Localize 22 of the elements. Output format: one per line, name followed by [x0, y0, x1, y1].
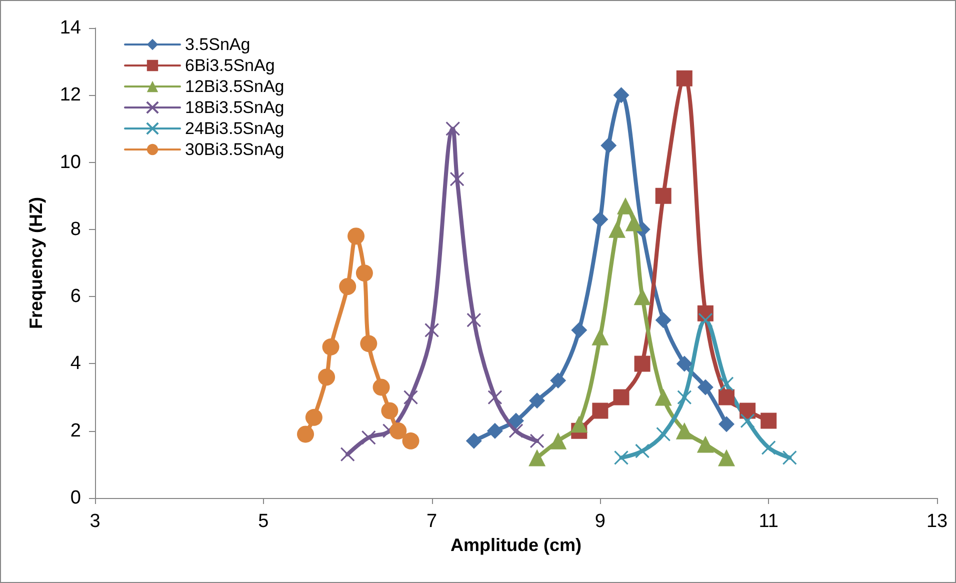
y-tick-label: 14: [60, 18, 82, 38]
y-tick-label: 8: [70, 218, 81, 240]
legend-label: 6Bi3.5SnAg: [185, 56, 275, 75]
y-tick-label: 2: [70, 420, 81, 442]
legend-label: 24Bi3.5SnAg: [185, 119, 284, 138]
y-tick-label: 10: [60, 152, 81, 173]
legend-label: 30Bi3.5SnAg: [185, 140, 284, 159]
x-tick-label: 11: [758, 511, 778, 532]
y-axis-title: Frequency (HZ): [26, 196, 46, 330]
y-tick-label: 0: [70, 488, 81, 508]
legend-label: 18Bi3.5SnAg: [185, 98, 284, 117]
x-axis-title: Amplitude (cm): [450, 535, 582, 555]
x-tick-label: 7: [426, 511, 438, 532]
x-tick-label: 5: [258, 511, 269, 532]
y-tick-label: 4: [70, 353, 82, 374]
legend-label: 3.5SnAg: [185, 35, 250, 54]
x-tick-label: 3: [90, 511, 100, 532]
x-tick-label: 13: [926, 511, 948, 532]
legend-label: 12Bi3.5SnAg: [185, 77, 284, 96]
y-tick-label: 12: [60, 84, 81, 106]
y-tick-label: 6: [70, 286, 81, 308]
x-tick-label: 9: [594, 511, 606, 532]
